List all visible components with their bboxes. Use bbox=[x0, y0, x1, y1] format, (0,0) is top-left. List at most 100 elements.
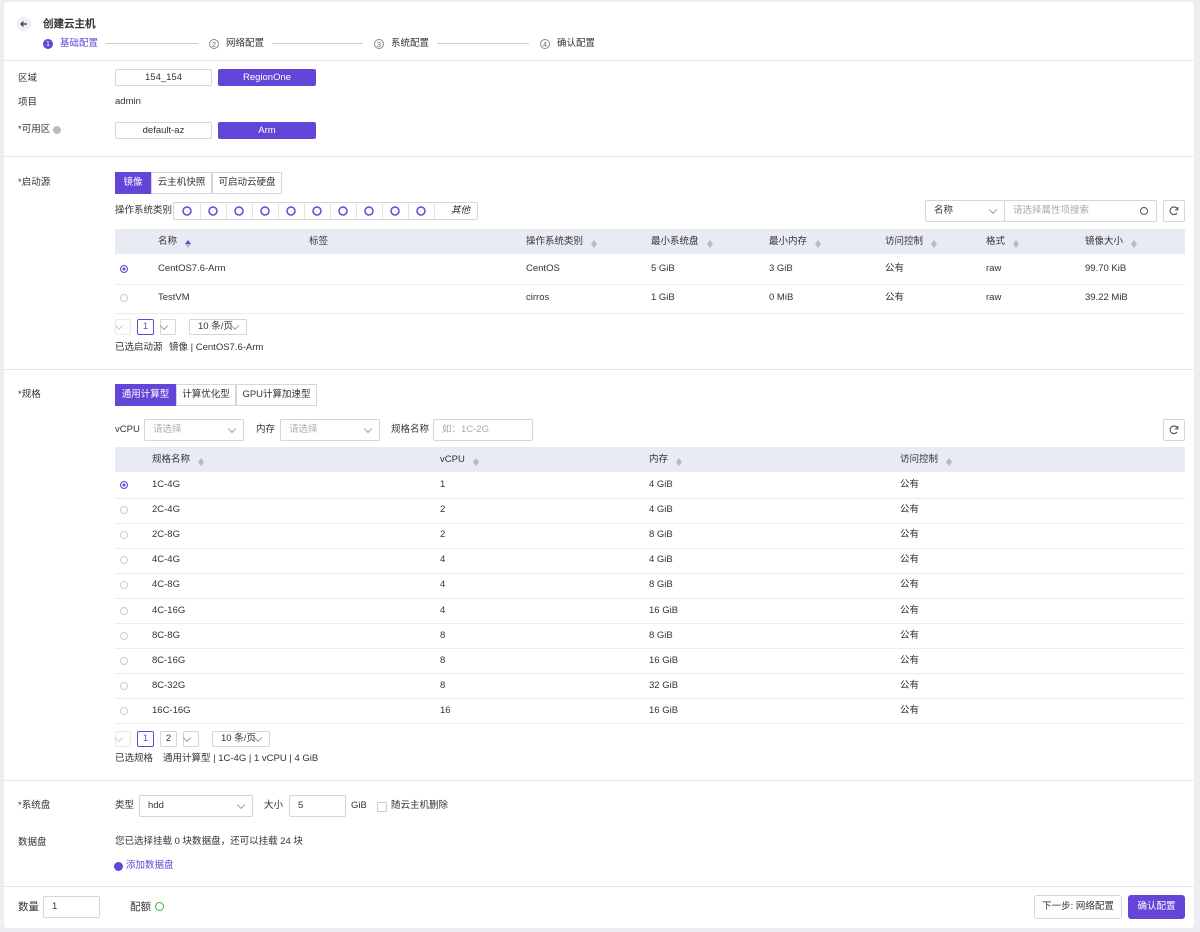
divider bbox=[4, 369, 1194, 370]
column-header[interactable]: 标签 bbox=[309, 236, 329, 247]
column-header[interactable]: 访问控制 bbox=[885, 236, 938, 248]
filter-input[interactable]: 请选择 bbox=[144, 419, 244, 441]
radio[interactable] bbox=[120, 706, 128, 715]
os-icon-glyph bbox=[234, 206, 244, 216]
field-label: *系统盘 bbox=[18, 800, 51, 811]
table-cell: 39.22 MiB bbox=[1085, 292, 1128, 303]
boot-tab[interactable]: 可启动云硬盘 bbox=[212, 172, 282, 194]
os-icon[interactable] bbox=[174, 203, 201, 219]
back-button[interactable] bbox=[17, 17, 31, 31]
step-line bbox=[272, 43, 363, 44]
column-header[interactable]: 访问控制 bbox=[900, 454, 953, 466]
search-field[interactable]: 名称 bbox=[925, 200, 1005, 222]
table-row-border bbox=[115, 283, 1185, 285]
page-title: 创建云主机 bbox=[43, 18, 96, 30]
filter-input[interactable]: 如：1C-2G bbox=[433, 419, 533, 441]
flavor-tab[interactable]: GPU计算加速型 bbox=[236, 384, 317, 406]
add-data-disk[interactable]: 添加数据盘 bbox=[126, 860, 174, 871]
table-cell: 0 MiB bbox=[769, 292, 794, 303]
flavor-tab[interactable]: 计算优化型 bbox=[176, 384, 236, 406]
column-header[interactable]: 最小系统盘 bbox=[651, 236, 712, 248]
column-header[interactable]: 操作系统类别 bbox=[526, 236, 598, 248]
os-icon[interactable] bbox=[356, 203, 383, 219]
confirm-button[interactable]: 确认配置 bbox=[1128, 895, 1185, 919]
radio[interactable] bbox=[120, 531, 128, 540]
table-cell: 8 GiB bbox=[649, 579, 673, 591]
pager-prev[interactable] bbox=[115, 731, 131, 747]
page-size[interactable]: 10 条/页 bbox=[212, 731, 270, 747]
column-header[interactable]: 镜像大小 bbox=[1085, 236, 1138, 248]
zone-option[interactable]: Arm bbox=[218, 122, 316, 139]
os-other[interactable]: 其他 bbox=[451, 205, 471, 216]
next-button[interactable]: 下一步: 网络配置 bbox=[1034, 895, 1122, 919]
column-header[interactable]: 格式 bbox=[986, 236, 1020, 248]
back-icon bbox=[20, 21, 27, 27]
region-option[interactable]: RegionOne bbox=[218, 69, 316, 86]
refresh-button[interactable] bbox=[1163, 419, 1185, 441]
table-row-border bbox=[115, 572, 1185, 574]
pager-next[interactable] bbox=[183, 731, 199, 747]
count-input[interactable]: 1 bbox=[43, 896, 100, 918]
region-option[interactable]: 154_154 bbox=[115, 69, 212, 86]
zone-option[interactable]: default-az bbox=[115, 122, 212, 139]
radio[interactable] bbox=[120, 581, 128, 590]
radio[interactable] bbox=[120, 294, 128, 302]
disk-type-select[interactable]: hdd bbox=[139, 795, 253, 817]
table-cell: 16 GiB bbox=[649, 704, 679, 716]
os-icon-glyph bbox=[416, 206, 426, 216]
radio[interactable] bbox=[120, 481, 128, 489]
boot-tab[interactable]: 镜像 bbox=[115, 172, 151, 194]
os-icon[interactable] bbox=[226, 203, 253, 219]
field-label: 项目 bbox=[18, 97, 38, 108]
os-icon[interactable] bbox=[200, 203, 227, 219]
os-filter-box bbox=[173, 202, 478, 220]
divider bbox=[4, 780, 1194, 781]
table-cell: 16 GiB bbox=[649, 654, 679, 666]
table-cell: 8C-16G bbox=[152, 654, 186, 666]
radio[interactable] bbox=[120, 681, 128, 690]
radio[interactable] bbox=[120, 265, 128, 273]
radio[interactable] bbox=[120, 606, 128, 615]
table-row-border bbox=[115, 522, 1185, 524]
table-row-border bbox=[115, 723, 1185, 725]
radio[interactable] bbox=[120, 506, 128, 515]
os-icon[interactable] bbox=[252, 203, 279, 219]
os-icon[interactable] bbox=[304, 203, 331, 219]
os-icon[interactable] bbox=[330, 203, 357, 219]
os-icon-glyph bbox=[286, 206, 296, 216]
filter-input[interactable]: 请选择 bbox=[280, 419, 380, 441]
radio[interactable] bbox=[120, 656, 128, 665]
column-header[interactable]: 最小内存 bbox=[769, 236, 822, 248]
field-label: *可用区 bbox=[18, 124, 51, 135]
refresh-button[interactable] bbox=[1163, 200, 1185, 222]
radio[interactable] bbox=[120, 556, 128, 565]
flavor-tab[interactable]: 通用计算型 bbox=[115, 384, 176, 406]
os-icon[interactable] bbox=[408, 203, 435, 219]
page-size[interactable]: 10 条/页 bbox=[189, 319, 247, 335]
radio[interactable] bbox=[120, 631, 128, 640]
pager-prev[interactable] bbox=[115, 319, 131, 335]
pager-page[interactable]: 1 bbox=[137, 319, 154, 335]
column-header[interactable]: vCPU bbox=[440, 454, 479, 466]
search-input[interactable]: 请选择属性项搜索 bbox=[1004, 200, 1157, 222]
checkbox-label: 随云主机删除 bbox=[391, 800, 449, 811]
table-cell: 公有 bbox=[900, 629, 920, 641]
boot-tab[interactable]: 云主机快照 bbox=[151, 172, 212, 194]
step-number: 1 bbox=[43, 39, 53, 49]
table-row-border bbox=[115, 497, 1185, 499]
column-header[interactable]: 规格名称 bbox=[152, 454, 205, 466]
selected-value: 镜像 | CentOS7.6-Arm bbox=[169, 342, 264, 353]
column-header[interactable]: 内存 bbox=[649, 454, 683, 466]
disk-size-input[interactable]: 5 bbox=[289, 795, 346, 817]
column-header[interactable]: 名称 bbox=[158, 236, 192, 248]
table-cell: 4 GiB bbox=[649, 504, 673, 516]
pager-page[interactable]: 1 bbox=[137, 731, 154, 747]
divider bbox=[4, 156, 1194, 157]
os-icon[interactable] bbox=[382, 203, 409, 219]
step-label: 系统配置 bbox=[391, 38, 430, 49]
table-cell: 3 GiB bbox=[769, 263, 793, 274]
pager-next[interactable] bbox=[160, 319, 176, 335]
pager-page[interactable]: 2 bbox=[160, 731, 177, 747]
os-icon[interactable] bbox=[278, 203, 305, 219]
checkbox[interactable] bbox=[377, 802, 387, 812]
